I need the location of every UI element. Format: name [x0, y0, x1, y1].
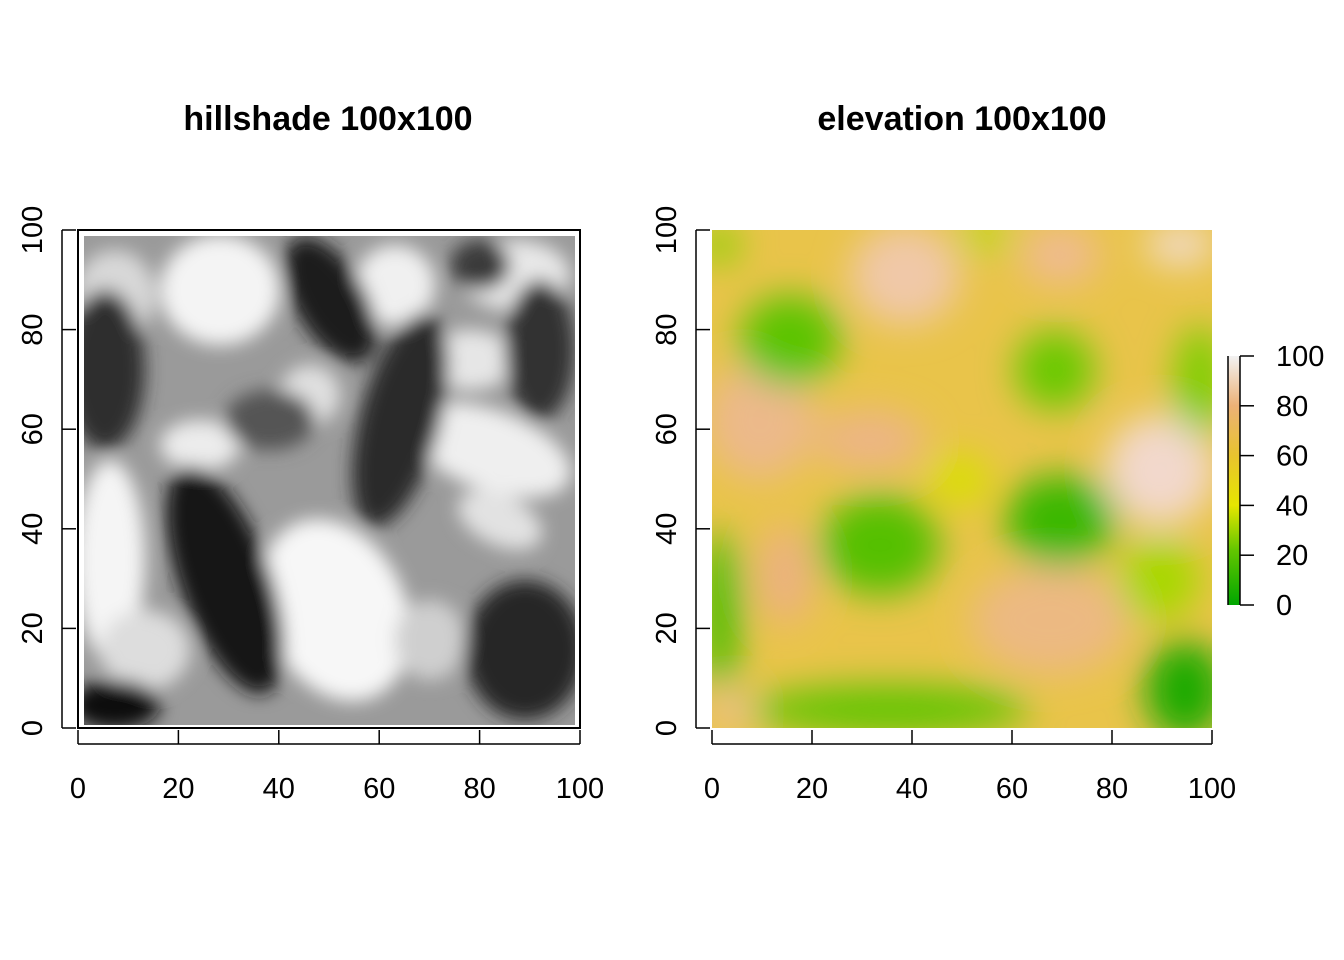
elevation-axes: 0 20 40 60 80 100 0 20 40 60 80 100 [651, 206, 1236, 805]
x-tick-label: 100 [1188, 773, 1236, 805]
y-tick-label: 60 [17, 413, 49, 445]
legend-tick-label: 80 [1276, 391, 1308, 423]
x-tick-label: 40 [263, 773, 295, 805]
hillshade-plot-frame [77, 229, 581, 729]
legend-tick-label: 20 [1276, 540, 1308, 572]
y-tick-label: 0 [17, 720, 49, 736]
y-tick-label: 40 [651, 513, 683, 545]
elevation-raster [712, 230, 1212, 728]
y-tick-label: 0 [651, 720, 683, 736]
y-tick-label: 60 [651, 413, 683, 445]
elevation-title: elevation 100x100 [817, 100, 1106, 138]
y-tick-label: 100 [651, 206, 683, 254]
elevation-panel: elevation 100x100 [651, 100, 1324, 805]
x-tick-label: 100 [556, 773, 604, 805]
x-tick-label: 20 [796, 773, 828, 805]
y-tick-label: 20 [651, 612, 683, 644]
x-tick-label: 80 [1096, 773, 1128, 805]
x-tick-label: 0 [704, 773, 720, 805]
hillshade-panel: hillshade 100x100 [17, 100, 604, 805]
y-tick-label: 20 [17, 612, 49, 644]
x-tick-label: 80 [463, 773, 495, 805]
x-tick-label: 60 [363, 773, 395, 805]
legend-tick-label: 0 [1276, 590, 1292, 622]
x-tick-label: 20 [162, 773, 194, 805]
legend-tick-label: 100 [1276, 341, 1324, 373]
legend-tick-label: 60 [1276, 441, 1308, 473]
hillshade-title: hillshade 100x100 [183, 100, 472, 138]
y-tick-label: 100 [17, 206, 49, 254]
y-tick-label: 40 [17, 513, 49, 545]
hillshade-axes: 0 20 40 60 80 100 0 20 40 60 80 100 [17, 206, 604, 805]
legend-color-bar [1228, 356, 1240, 605]
y-tick-label: 80 [651, 313, 683, 345]
y-tick-label: 80 [17, 313, 49, 345]
legend-tick-label: 40 [1276, 490, 1308, 522]
elevation-legend: 0 20 40 60 80 100 [1227, 341, 1324, 622]
hillshade-raster [84, 236, 575, 725]
x-tick-label: 40 [896, 773, 928, 805]
x-tick-label: 0 [70, 773, 86, 805]
x-tick-label: 60 [996, 773, 1028, 805]
